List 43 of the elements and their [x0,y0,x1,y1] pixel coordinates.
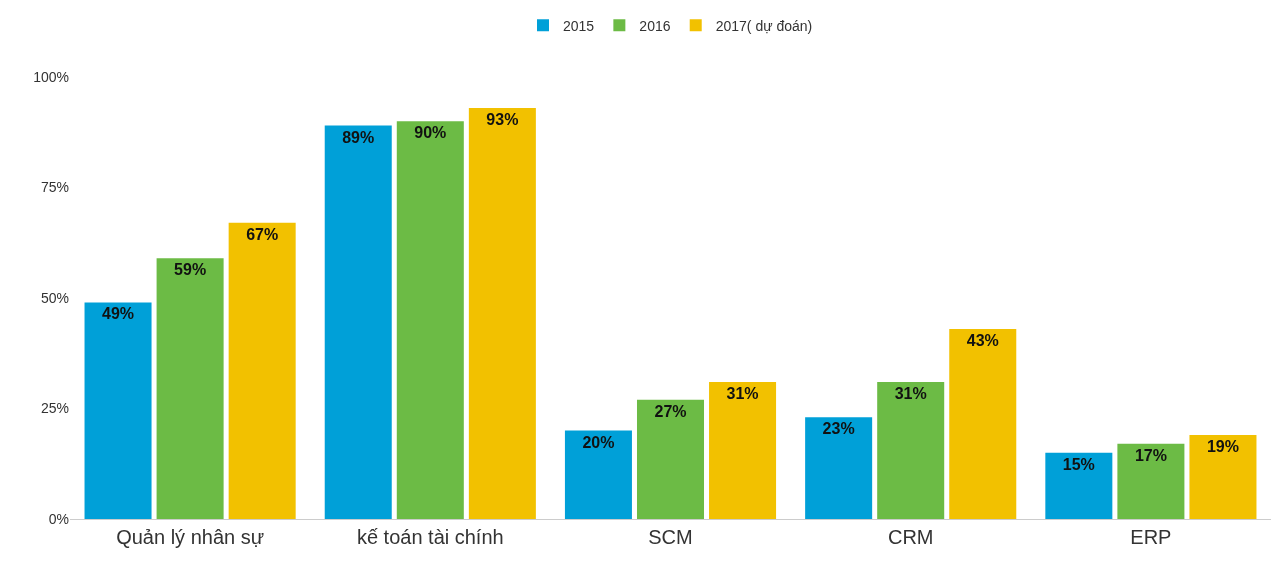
data-label: 23% [822,420,855,438]
data-label: 31% [894,384,927,402]
legend-label: 2015 [563,17,595,34]
bar [1189,435,1257,519]
bar [805,417,873,519]
bar [324,125,392,519]
bar [84,302,152,519]
data-label: 89% [342,128,375,146]
data-label: 19% [1206,438,1239,456]
y-tick-label: 75% [40,179,69,196]
bar [228,222,296,519]
bar [156,258,224,519]
x-tick-label: SCM [648,526,693,548]
data-label: 67% [246,225,279,243]
bar [468,107,536,519]
data-label: 31% [726,384,759,402]
y-tick-label: 100% [33,68,69,85]
data-label: 43% [966,331,999,349]
bar [564,430,632,519]
data-label: 15% [1062,455,1095,473]
x-tick-label: ERP [1130,526,1172,548]
data-label: 93% [486,110,519,128]
data-label: 59% [174,261,207,279]
data-label: 20% [582,433,615,451]
y-tick-label: 25% [40,400,69,417]
bar [396,121,464,519]
legend-label: 2017( dự đoán) [715,17,813,34]
data-label: 49% [102,305,135,323]
bar [636,399,705,519]
bar [1045,452,1113,519]
bar [1117,443,1185,519]
data-label: 27% [654,402,687,420]
y-tick-label: 0% [48,510,69,527]
data-label: 90% [414,124,447,142]
bar [949,328,1017,519]
x-tick-label: Quản lý nhân sự [116,526,265,548]
legend-label: 2016 [639,17,671,34]
x-tick-label: kế toán tài chính [356,526,504,548]
data-label: 17% [1134,446,1167,464]
x-tick-label: CRM [887,526,934,548]
y-tick-label: 50% [40,289,69,306]
bar [877,381,945,519]
bar [709,381,777,519]
